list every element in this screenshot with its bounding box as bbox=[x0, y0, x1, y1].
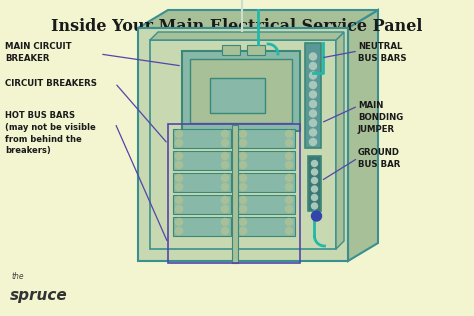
Circle shape bbox=[239, 184, 246, 191]
Text: MAIN
BONDING
JUMPER: MAIN BONDING JUMPER bbox=[358, 101, 403, 134]
Circle shape bbox=[285, 131, 292, 137]
Bar bbox=[308, 156, 321, 211]
Circle shape bbox=[285, 218, 292, 226]
Text: HOT BUS BARS
(may not be visible
from behind the
breakers): HOT BUS BARS (may not be visible from be… bbox=[5, 111, 96, 155]
Bar bbox=[210, 78, 265, 113]
Polygon shape bbox=[138, 10, 378, 28]
Circle shape bbox=[221, 153, 228, 160]
Circle shape bbox=[285, 205, 292, 212]
Text: CIRCUIT BREAKERS: CIRCUIT BREAKERS bbox=[5, 78, 97, 88]
Circle shape bbox=[175, 218, 182, 226]
Circle shape bbox=[239, 197, 246, 204]
Circle shape bbox=[239, 153, 246, 160]
Circle shape bbox=[175, 197, 182, 204]
Circle shape bbox=[221, 218, 228, 226]
Bar bbox=[150, 40, 336, 249]
Bar bbox=[237, 173, 295, 192]
Circle shape bbox=[175, 228, 182, 234]
Circle shape bbox=[311, 211, 321, 221]
Bar bbox=[237, 217, 295, 236]
Circle shape bbox=[175, 184, 182, 191]
Circle shape bbox=[239, 174, 246, 181]
Circle shape bbox=[175, 153, 182, 160]
Circle shape bbox=[285, 228, 292, 234]
Text: Inside Your Main Electrical Service Panel: Inside Your Main Electrical Service Pane… bbox=[51, 18, 423, 35]
Bar bbox=[173, 195, 231, 214]
Circle shape bbox=[310, 100, 317, 107]
Circle shape bbox=[310, 138, 317, 145]
Circle shape bbox=[311, 169, 318, 175]
Bar bbox=[173, 217, 231, 236]
Text: NEUTRAL
BUS BARS: NEUTRAL BUS BARS bbox=[358, 42, 407, 63]
Circle shape bbox=[175, 131, 182, 137]
Circle shape bbox=[239, 139, 246, 147]
Circle shape bbox=[285, 153, 292, 160]
Circle shape bbox=[310, 72, 317, 79]
Bar bbox=[222, 45, 240, 55]
Circle shape bbox=[311, 203, 318, 209]
Circle shape bbox=[175, 161, 182, 168]
Bar bbox=[232, 125, 238, 263]
Polygon shape bbox=[348, 10, 378, 261]
Circle shape bbox=[221, 205, 228, 212]
Circle shape bbox=[310, 63, 317, 70]
Circle shape bbox=[311, 186, 318, 192]
Circle shape bbox=[221, 131, 228, 137]
Circle shape bbox=[310, 82, 317, 88]
Circle shape bbox=[221, 197, 228, 204]
Text: spruce: spruce bbox=[10, 288, 68, 303]
Circle shape bbox=[285, 161, 292, 168]
Text: the: the bbox=[12, 272, 25, 281]
Circle shape bbox=[175, 205, 182, 212]
Circle shape bbox=[221, 139, 228, 147]
Circle shape bbox=[221, 184, 228, 191]
Circle shape bbox=[285, 174, 292, 181]
Circle shape bbox=[285, 139, 292, 147]
Bar bbox=[173, 173, 231, 192]
Polygon shape bbox=[336, 32, 344, 249]
Circle shape bbox=[310, 119, 317, 126]
Circle shape bbox=[310, 110, 317, 117]
Circle shape bbox=[175, 174, 182, 181]
Circle shape bbox=[311, 161, 318, 167]
Circle shape bbox=[221, 161, 228, 168]
Bar bbox=[182, 51, 300, 131]
Circle shape bbox=[239, 131, 246, 137]
Circle shape bbox=[221, 174, 228, 181]
Text: GROUND
BUS BAR: GROUND BUS BAR bbox=[358, 148, 401, 169]
Circle shape bbox=[311, 178, 318, 184]
Bar bbox=[237, 151, 295, 170]
Bar bbox=[190, 59, 292, 123]
Circle shape bbox=[239, 218, 246, 226]
Bar bbox=[138, 28, 348, 261]
Bar bbox=[237, 129, 295, 148]
Circle shape bbox=[239, 205, 246, 212]
Text: MAIN CIRCUIT
BREAKER: MAIN CIRCUIT BREAKER bbox=[5, 42, 72, 63]
Circle shape bbox=[239, 161, 246, 168]
Circle shape bbox=[311, 195, 318, 200]
Bar bbox=[247, 45, 265, 55]
Polygon shape bbox=[150, 32, 344, 40]
Circle shape bbox=[310, 91, 317, 98]
Circle shape bbox=[239, 228, 246, 234]
Bar bbox=[168, 124, 300, 263]
Bar bbox=[237, 195, 295, 214]
Circle shape bbox=[285, 184, 292, 191]
Circle shape bbox=[175, 139, 182, 147]
Bar bbox=[173, 129, 231, 148]
Bar bbox=[305, 43, 321, 148]
Circle shape bbox=[221, 228, 228, 234]
Circle shape bbox=[285, 197, 292, 204]
Circle shape bbox=[310, 53, 317, 60]
Circle shape bbox=[310, 129, 317, 136]
Bar bbox=[173, 151, 231, 170]
